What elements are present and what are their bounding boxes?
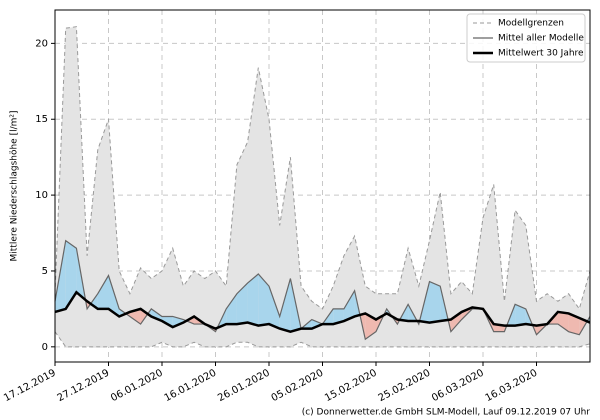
difference-fill	[343, 290, 355, 322]
x-tick-label: 06.01.2020	[109, 368, 165, 405]
legend-label: Modellgrenzen	[498, 19, 564, 29]
x-tick-label: 05.02.2020	[270, 368, 326, 405]
footer: (c) Donnerwetter.de GmbH SLM-Modell, Lau…	[302, 408, 591, 418]
plot-frame	[54, 9, 591, 363]
difference-fill	[258, 274, 269, 326]
x-tick-label: 25.02.2020	[377, 368, 433, 405]
difference-fill	[269, 286, 280, 329]
difference-fill	[151, 308, 162, 322]
climate-mean-line	[54, 290, 591, 333]
difference-fill	[279, 278, 291, 332]
difference-fill	[515, 304, 526, 326]
model-range-fill	[55, 26, 590, 347]
x-tick-label: 06.03.2020	[430, 368, 486, 405]
difference-fill	[429, 281, 441, 323]
difference-fill	[65, 240, 77, 309]
x-tick-label: 27.12.2019	[56, 368, 112, 405]
difference-fill	[365, 313, 376, 340]
legend-label: Mittel aller Modelle	[498, 34, 584, 44]
difference-fill	[247, 274, 259, 326]
x-tick-label: 26.01.2020	[216, 368, 272, 405]
y-axis-label: Mittlere Niederschlagshöhe [l/m²]	[10, 111, 20, 262]
difference-fill	[333, 308, 344, 325]
model-max-line	[54, 26, 591, 311]
x-tick-label: 16.03.2020	[484, 368, 540, 405]
y-tick-label: 15	[35, 114, 48, 125]
legend-box	[466, 13, 586, 63]
difference-fill	[129, 308, 141, 325]
difference-fill	[226, 293, 237, 325]
difference-fill	[140, 308, 148, 325]
difference-fill	[557, 311, 569, 332]
x-tick-label: 15.02.2020	[323, 368, 379, 405]
y-tick-label: 10	[35, 190, 48, 201]
x-tick-label: 16.01.2020	[163, 368, 219, 405]
difference-fill	[90, 293, 98, 309]
difference-fill	[450, 311, 462, 332]
y-tick-label: 5	[42, 266, 48, 277]
x-tick-label: 17.12.2019	[2, 368, 58, 405]
legend-label: Mittelwert 30 Jahre	[498, 49, 584, 59]
y-tick-label: 20	[35, 38, 48, 49]
y-tick-label: 0	[42, 342, 48, 353]
difference-fill	[97, 275, 109, 309]
difference-fill	[568, 313, 580, 335]
difference-fill	[236, 283, 248, 325]
model-min-line	[54, 331, 591, 348]
